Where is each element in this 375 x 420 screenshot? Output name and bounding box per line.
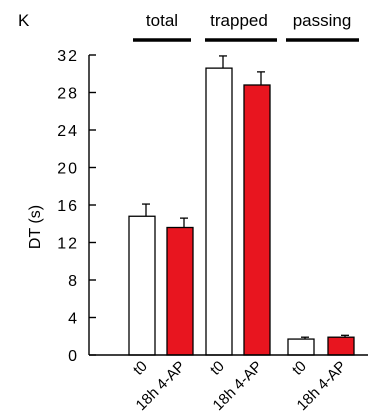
y-tick-label: 8 bbox=[68, 273, 79, 290]
bar bbox=[243, 84, 271, 356]
bars bbox=[128, 55, 355, 356]
y-axis: 0 4 8 12 16 20 24 28 32 bbox=[57, 48, 96, 365]
x-tick-label: t0 bbox=[130, 358, 151, 379]
group-label: total bbox=[146, 11, 178, 30]
y-tick-label: 32 bbox=[57, 48, 79, 65]
y-tick-label: 24 bbox=[57, 123, 79, 140]
bar bbox=[128, 215, 156, 356]
y-tick-label: 28 bbox=[57, 86, 79, 103]
x-tick-label: t0 bbox=[207, 358, 228, 379]
x-tick-label: t0 bbox=[289, 358, 310, 379]
y-axis-label: DT (s) bbox=[27, 205, 44, 249]
y-tick-label: 0 bbox=[68, 348, 79, 365]
group-label: passing bbox=[293, 11, 352, 30]
group-labels: total trapped passing bbox=[133, 11, 359, 42]
bar bbox=[205, 67, 233, 356]
group-label: trapped bbox=[210, 11, 268, 30]
y-tick-label: 12 bbox=[57, 236, 79, 253]
bar bbox=[166, 226, 194, 356]
y-tick-label: 20 bbox=[57, 161, 79, 178]
y-tick-label: 4 bbox=[68, 311, 79, 328]
bar bbox=[327, 336, 355, 356]
bar bbox=[287, 338, 315, 356]
y-tick-label: 16 bbox=[57, 198, 79, 215]
panel-letter: K bbox=[18, 11, 30, 30]
